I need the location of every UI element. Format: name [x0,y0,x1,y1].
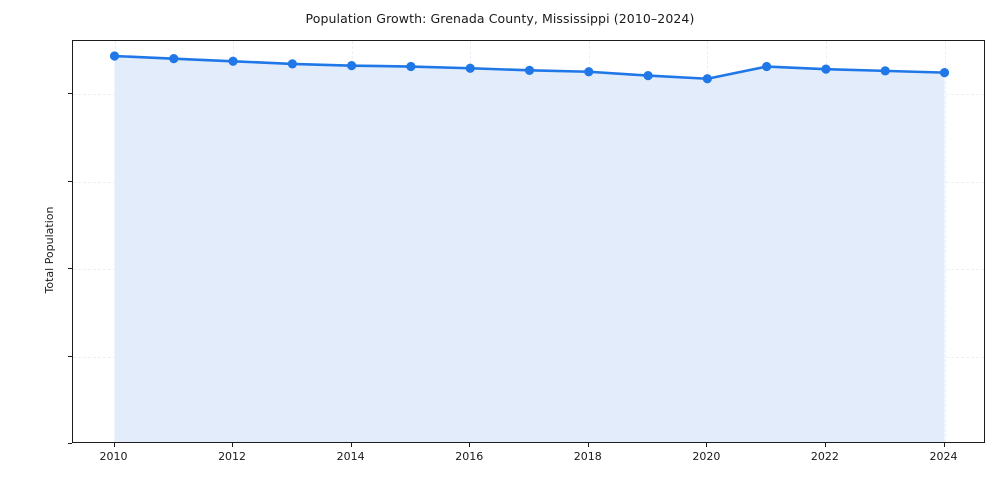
y-tick-mark [68,443,72,444]
x-tick-mark [587,443,589,447]
data-point [702,74,712,84]
data-point [643,71,653,81]
x-tick-label: 2020 [692,450,721,463]
x-tick-label: 2012 [218,450,247,463]
data-point [287,59,297,69]
x-tick-mark [943,443,945,447]
chart-title: Population Growth: Grenada County, Missi… [305,11,695,26]
data-point [880,66,890,76]
x-tick-label: 2024 [929,450,958,463]
x-tick-mark [113,443,115,447]
gridline-vertical [944,41,947,442]
x-tick-label: 2014 [336,450,365,463]
data-point-markers [109,51,950,84]
data-point [406,61,416,72]
x-tick-mark [706,443,708,447]
x-tick-mark [232,443,234,447]
x-tick-mark [824,443,826,447]
area-fill [114,56,945,442]
data-point [939,68,950,78]
y-tick-mark [68,355,72,357]
x-tick-label: 2022 [810,450,839,463]
y-axis-label: Total Population [42,206,56,294]
data-point [524,65,535,75]
y-tick-mark [68,93,72,95]
x-tick-mark [469,443,471,447]
plot-area [72,40,985,443]
x-tick-label: 2016 [455,450,484,463]
data-point [762,61,772,72]
data-point [821,64,831,74]
x-tick-label: 2010 [99,450,128,463]
data-point [109,51,120,61]
x-tick-label: 2018 [573,450,602,463]
x-tick-mark [350,443,352,447]
data-point [347,61,357,71]
data-point [169,54,179,64]
y-tick-mark [68,268,72,270]
data-point [228,56,238,66]
data-point [584,67,594,77]
data-point [465,63,475,73]
y-tick-mark [68,180,72,182]
population-line-series [109,51,950,442]
